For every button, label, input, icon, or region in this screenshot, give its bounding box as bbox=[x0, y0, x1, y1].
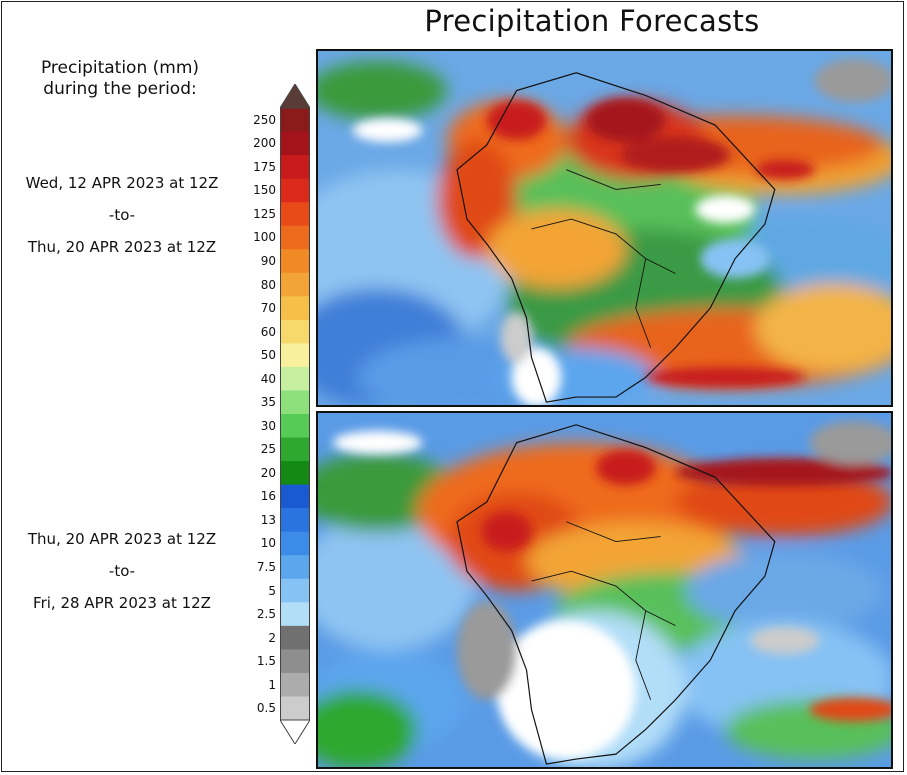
colorbar-segment bbox=[280, 437, 310, 462]
colorbar-tick-label: 20 bbox=[260, 465, 276, 480]
colorbar-tick-label: 13 bbox=[260, 512, 276, 527]
colorbar-segment bbox=[280, 625, 310, 650]
colorbar-segment bbox=[280, 649, 310, 674]
colorbar-tick-label: 60 bbox=[260, 324, 276, 339]
colorbar-tick-label: 200 bbox=[253, 136, 276, 151]
legend-title-line1: Precipitation (mm) bbox=[40, 58, 200, 78]
continent-outline-2 bbox=[456, 424, 776, 765]
colorbar-segment bbox=[280, 343, 310, 368]
precip-map-period-1 bbox=[316, 49, 893, 407]
colorbar-segment bbox=[280, 249, 310, 274]
map-2-canvas bbox=[318, 413, 891, 767]
colorbar-tick-label: 70 bbox=[260, 301, 276, 316]
colorbar-tick-label: 2.5 bbox=[256, 607, 276, 622]
colorbar-tick-label: 1.5 bbox=[256, 654, 276, 669]
period-1-end: Thu, 20 APR 2023 at 12Z bbox=[27, 238, 217, 256]
colorbar-segment bbox=[280, 178, 310, 203]
colorbar-segment bbox=[280, 225, 310, 250]
period-2-end: Fri, 28 APR 2023 at 12Z bbox=[33, 594, 211, 612]
colorbar-tick-label: 30 bbox=[260, 418, 276, 433]
colorbar-segment bbox=[280, 555, 310, 580]
period-label-1: Wed, 12 APR 2023 at 12Z -to- Thu, 20 APR… bbox=[4, 167, 240, 263]
colorbar-segment bbox=[280, 602, 310, 627]
colorbar-segment bbox=[280, 296, 310, 321]
period-2-separator: -to- bbox=[108, 562, 136, 580]
colorbar-segment bbox=[280, 319, 310, 344]
colorbar-segment bbox=[280, 508, 310, 533]
period-label-2: Thu, 20 APR 2023 at 12Z -to- Fri, 28 APR… bbox=[4, 523, 240, 619]
colorbar-tick-label: 25 bbox=[260, 442, 276, 457]
colorbar-segment bbox=[280, 202, 310, 227]
figure-title: Precipitation Forecasts bbox=[424, 4, 760, 38]
colorbar-tick-label: 40 bbox=[260, 371, 276, 386]
colorbar-segment bbox=[280, 414, 310, 439]
colorbar-tick-label: 125 bbox=[253, 206, 276, 221]
legend-title: Precipitation (mm) during the period: bbox=[6, 58, 234, 100]
colorbar-segment bbox=[280, 366, 310, 391]
precip-map-period-2 bbox=[316, 411, 893, 769]
colorbar-tick-label: 2 bbox=[268, 630, 276, 645]
colorbar-tick-label: 50 bbox=[260, 348, 276, 363]
colorbar-tick-label: 80 bbox=[260, 277, 276, 292]
colorbar-tick-label: 35 bbox=[260, 395, 276, 410]
colorbar-tick-label: 7.5 bbox=[256, 560, 276, 574]
colorbar-tick-label: 150 bbox=[253, 183, 276, 198]
colorbar-tick-label: 90 bbox=[260, 254, 276, 268]
colorbar-segment bbox=[280, 672, 310, 697]
colorbar-segment bbox=[280, 578, 310, 603]
colorbar-segment bbox=[280, 272, 310, 297]
colorbar bbox=[280, 84, 310, 744]
map-1-canvas bbox=[318, 51, 891, 405]
period-2-start: Thu, 20 APR 2023 at 12Z bbox=[27, 530, 217, 548]
legend-title-line2: during the period: bbox=[43, 79, 197, 99]
colorbar-tick-label: 10 bbox=[260, 536, 276, 551]
colorbar-bottom-arrow bbox=[280, 719, 310, 744]
colorbar-tick-label: 100 bbox=[253, 230, 276, 245]
colorbar-tick-label: 16 bbox=[260, 489, 276, 504]
colorbar-tick-label: 175 bbox=[253, 159, 276, 174]
colorbar-tick-label: 5 bbox=[268, 583, 276, 598]
period-1-start: Wed, 12 APR 2023 at 12Z bbox=[25, 174, 219, 192]
colorbar-tick-label: 0.5 bbox=[256, 701, 276, 716]
colorbar-segment bbox=[280, 696, 310, 721]
colorbar-segment bbox=[280, 108, 310, 133]
colorbar-segment bbox=[280, 131, 310, 156]
colorbar-tick-label: 250 bbox=[253, 112, 276, 127]
colorbar-segment bbox=[280, 531, 310, 556]
colorbar-segment bbox=[280, 155, 310, 180]
colorbar-top-arrow bbox=[280, 84, 310, 109]
colorbar-tick-label: 1 bbox=[268, 677, 276, 692]
colorbar-segment bbox=[280, 390, 310, 415]
continent-outline-1 bbox=[456, 72, 776, 403]
colorbar-segment bbox=[280, 461, 310, 486]
period-1-separator: -to- bbox=[108, 206, 136, 224]
colorbar-segment bbox=[280, 484, 310, 509]
